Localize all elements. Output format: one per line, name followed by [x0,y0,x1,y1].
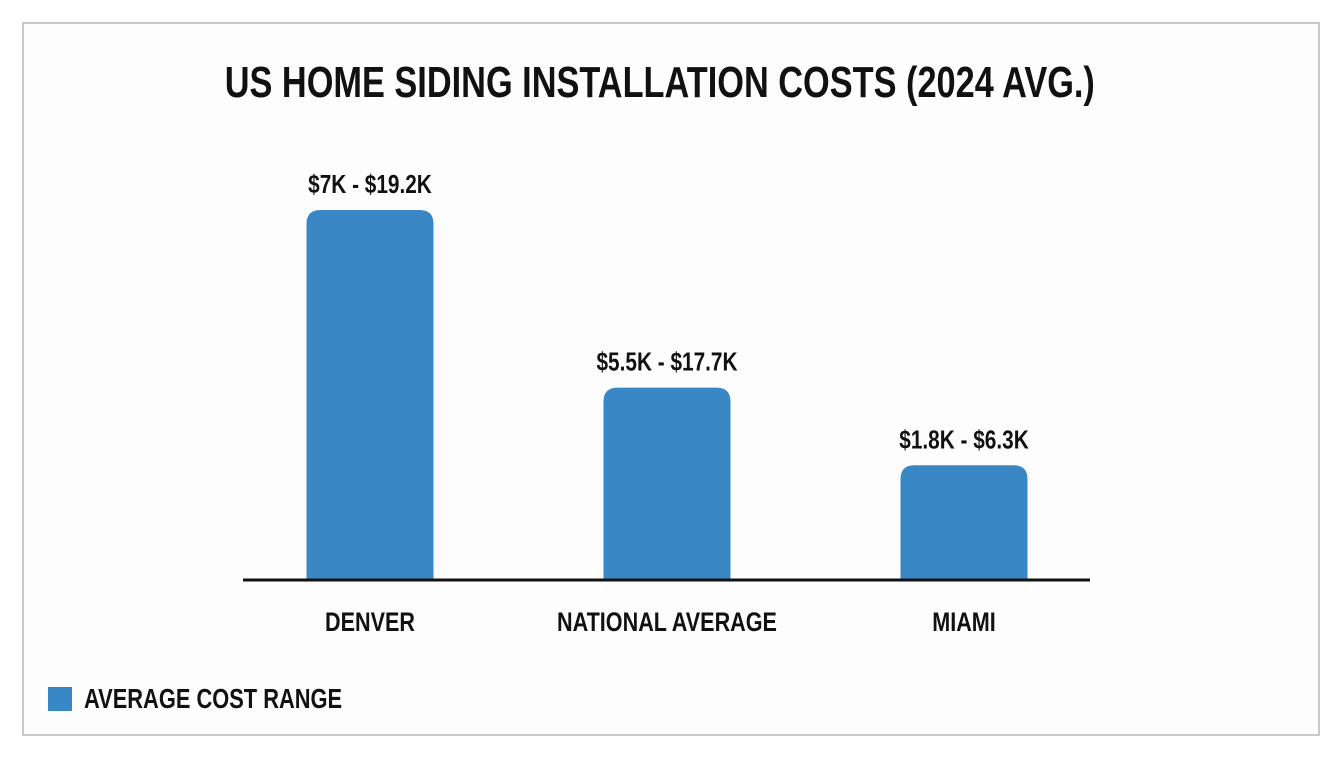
data-label: $5.5K - $17.7K [597,347,738,376]
chart-frame [22,22,1320,736]
data-label: $7K - $19.2K [308,170,432,199]
x-tick-label: DENVER [325,608,415,638]
bar [306,210,434,580]
legend: AVERAGE COST RANGE [48,683,415,714]
x-tick-label: MIAMI [932,608,996,638]
bar [900,465,1028,580]
legend-label: AVERAGE COST RANGE [84,683,343,714]
legend-swatch [48,687,72,711]
bar [603,387,731,580]
chart-title: US HOME SIDING INSTALLATION COSTS (2024 … [224,58,1096,107]
x-tick-label: NATIONAL AVERAGE [557,608,777,638]
data-label: $1.8K - $6.3K [899,425,1028,454]
